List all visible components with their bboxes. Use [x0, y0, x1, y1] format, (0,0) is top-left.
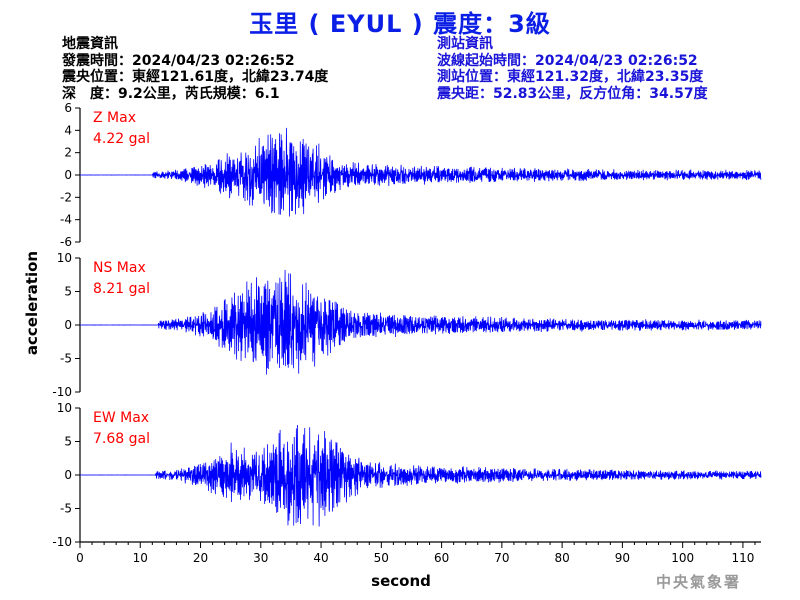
agency-credit: 中央氣象署 [656, 573, 742, 591]
x-tick-label: 50 [374, 551, 389, 565]
y-tick-label: 4 [64, 123, 72, 137]
y-axis-label: acceleration [23, 251, 41, 355]
y-tick-label: -5 [60, 502, 72, 516]
x-tick-label: 30 [253, 551, 268, 565]
x-tick-label: 90 [615, 551, 630, 565]
max-label: EW Max [93, 410, 149, 426]
panel-ew: -10 -5 0 5 10 EW Max 7.68 gal [52, 401, 762, 549]
chart-title: 玉里 ( EYUL ) 震度：3級 [249, 10, 551, 38]
epicentral-distance: 震央距：52.83公里，反方位角：34.57度 [437, 85, 708, 102]
y-tick-label: 10 [57, 251, 72, 265]
y-tick-label: 2 [64, 146, 72, 160]
max-label: Z Max [93, 110, 136, 126]
quake-info-heading: 地震資訊 [62, 36, 118, 52]
y-tick-label: 6 [64, 101, 72, 115]
waveform-ns [79, 269, 762, 375]
quake-info-block: 地震資訊 發震時間：2024/04/23 02:26:52 震央位置：東經121… [62, 36, 328, 102]
max-value: 8.21 gal [93, 281, 150, 297]
panel-z: -6 -4 -2 0 2 4 6 Z Max 4.22 gal [60, 101, 762, 249]
station-info-heading: 測站資訊 [437, 36, 493, 52]
y-tick-label: -10 [52, 535, 72, 549]
x-axis: 0 10 20 30 40 50 60 70 80 90 100 110 [76, 541, 761, 565]
y-tick-label: 5 [64, 285, 72, 299]
waveform-z [79, 127, 762, 217]
max-value: 7.68 gal [93, 431, 150, 447]
x-tick-label: 0 [76, 551, 84, 565]
wave-start-time: 波線起始時間：2024/04/23 02:26:52 [437, 52, 698, 69]
station-location: 測站位置：東經121.32度，北緯23.35度 [437, 69, 704, 85]
y-tick-label: 0 [64, 168, 72, 182]
waveform-ew [79, 424, 762, 527]
panel-ns: -10 -5 0 5 10 NS Max 8.21 gal [52, 251, 762, 399]
x-tick-label: 40 [313, 551, 328, 565]
station-info-block: 測站資訊 波線起始時間：2024/04/23 02:26:52 測站位置：東經1… [437, 36, 708, 102]
epicenter-location: 震央位置：東經121.61度，北緯23.74度 [62, 69, 329, 85]
x-tick-label: 60 [434, 551, 449, 565]
x-tick-label: 100 [671, 551, 694, 565]
y-tick-label: -2 [60, 190, 72, 204]
x-tick-label: 10 [133, 551, 148, 565]
y-tick-label: 10 [57, 401, 72, 415]
y-tick-label: 0 [64, 468, 72, 482]
x-axis-label: second [371, 572, 431, 590]
x-tick-label: 80 [554, 551, 569, 565]
max-value: 4.22 gal [93, 131, 150, 147]
y-tick-label: -5 [60, 352, 72, 366]
y-tick-label: 5 [64, 435, 72, 449]
depth-magnitude: 深 度：9.2公里，芮氏規模：6.1 [62, 85, 280, 102]
max-label: NS Max [93, 260, 146, 276]
y-tick-label: -4 [60, 213, 72, 227]
y-tick-label: -6 [60, 235, 72, 249]
x-tick-label: 110 [731, 551, 754, 565]
origin-time: 發震時間：2024/04/23 02:26:52 [62, 52, 295, 69]
y-tick-label: 0 [64, 318, 72, 332]
x-tick-label: 70 [494, 551, 509, 565]
y-tick-label: -10 [52, 385, 72, 399]
x-tick-label: 20 [193, 551, 208, 565]
